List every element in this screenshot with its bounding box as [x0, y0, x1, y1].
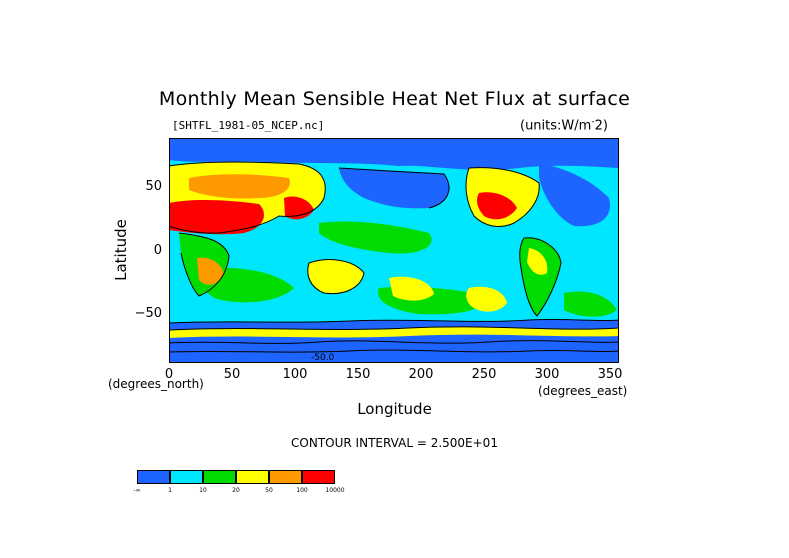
south-pacific-yellow: [466, 286, 507, 312]
south-atlantic-green: [564, 291, 617, 317]
contour-antarctic-coast: [168, 340, 620, 344]
x-tick-label: 50: [223, 367, 241, 382]
legend-tick-label: 1: [168, 487, 172, 494]
x-tick-label: 200: [408, 367, 434, 382]
south-africa: [197, 257, 224, 285]
legend-swatch: [269, 470, 302, 484]
x-tick-label: 100: [282, 367, 308, 382]
contour-lines: [168, 161, 620, 353]
contour-south-ocean: [168, 318, 620, 324]
sahara-red: [169, 200, 264, 235]
legend-swatch: [203, 470, 236, 484]
contour-antarctic: [168, 326, 620, 331]
legend-swatch: [137, 470, 170, 484]
contour-north-pacific: [338, 167, 450, 209]
contour-antarctic-inner: [168, 349, 620, 353]
legend-tick-label: 20: [232, 487, 240, 494]
north-atlantic-blue: [539, 163, 610, 227]
legend-swatch: [236, 470, 269, 484]
legend-swatch: [302, 470, 335, 484]
south-america-yellow: [527, 248, 548, 275]
y-tick-label: 0: [153, 243, 162, 258]
y-tick-label: 50: [145, 179, 162, 194]
map-svg: -50.0: [168, 138, 620, 363]
contour-north-america: [465, 167, 540, 227]
units-label: (units:W/m-2): [520, 117, 608, 133]
x-tick-label: 350: [597, 367, 623, 382]
plot-border: [169, 138, 619, 363]
contour-annotation: -50.0: [311, 353, 335, 363]
legend-tick-label: -∞: [133, 487, 141, 494]
contour-africa: [178, 232, 230, 297]
units-prefix: (units:W/m: [520, 118, 592, 134]
indian-ocean-green: [202, 267, 294, 303]
x-tick-label: 0: [164, 367, 174, 382]
x-axis-label: Longitude: [357, 400, 432, 418]
contour-australia: [307, 259, 365, 295]
arctic-band: [169, 138, 619, 170]
units-superscript: -: [591, 117, 595, 127]
contour-eurasia: [168, 161, 326, 234]
north-america-red: [476, 192, 517, 220]
file-label: [SHTFL_1981-05_NCEP.nc]: [172, 119, 325, 132]
plot-title: Monthly Mean Sensible Heat Net Flux at s…: [158, 88, 631, 110]
legend-tick-label: 10: [199, 487, 207, 494]
contour-interval-text: CONTOUR INTERVAL = 2.500E+01: [291, 436, 498, 450]
y-tick-label: −50: [134, 306, 162, 321]
legend-swatch: [170, 470, 203, 484]
y-axis-unit: (degrees_north): [108, 377, 204, 391]
contour-south-america: [519, 237, 562, 317]
antarctic-rim: [169, 326, 619, 338]
x-axis-unit: (degrees_east): [538, 384, 628, 398]
south-indian-yellow: [389, 276, 434, 301]
legend-tick-label: 10000: [325, 487, 345, 494]
map-plot: -50.0: [168, 138, 620, 363]
y-axis-label: Latitude: [112, 219, 130, 281]
north-pacific-blue: [339, 168, 449, 209]
x-tick-label: 150: [345, 367, 371, 382]
legend-tick-label: 100: [296, 487, 308, 494]
units-suffix: 2): [594, 118, 608, 134]
eurasia-orange: [189, 174, 290, 199]
australia: [307, 259, 364, 294]
pacific-green: [319, 221, 432, 254]
x-tick-label: 300: [534, 367, 560, 382]
legend-tick-label: 50: [265, 487, 273, 494]
x-tick-label: 250: [471, 367, 497, 382]
